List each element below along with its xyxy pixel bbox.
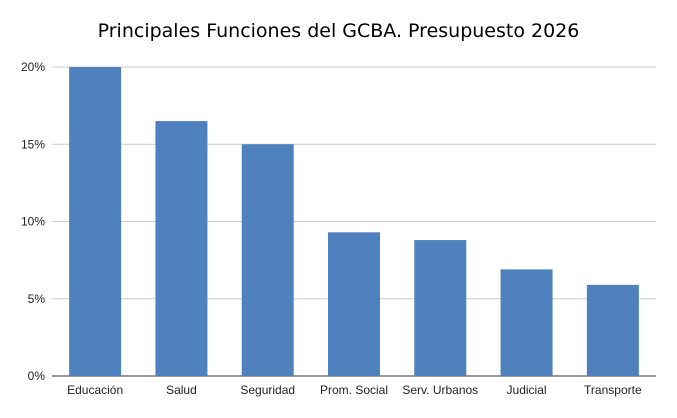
bar — [328, 232, 380, 376]
y-tick-label: 5% — [28, 292, 46, 306]
bar — [414, 240, 467, 376]
x-tick-label: Educación — [67, 383, 123, 397]
bar — [69, 67, 122, 376]
y-tick-label: 10% — [21, 215, 45, 229]
y-tick-label: 0% — [28, 369, 46, 383]
bar — [155, 121, 208, 376]
y-tick-label: 20% — [21, 60, 45, 74]
x-tick-label: Serv. Urbanos — [402, 383, 478, 397]
x-tick-label: Prom. Social — [320, 383, 388, 397]
x-tick-label: Seguridad — [240, 383, 295, 397]
x-tick-label: Judicial — [507, 383, 547, 397]
y-tick-label: 15% — [21, 137, 45, 151]
bar — [586, 284, 639, 376]
x-tick-label: Salud — [166, 383, 197, 397]
x-axis-ticks: Educación Salud Seguridad Prom. Social Serv.… — [67, 383, 642, 397]
x-tick-label: Transporte — [584, 383, 642, 397]
chart-title: Principales Funciones del GCBA. Presupue… — [97, 20, 580, 42]
y-axis-ticks: 0% 5% 10% 15% 20% — [21, 60, 45, 383]
bar — [241, 144, 294, 376]
bars — [69, 67, 639, 376]
bar — [500, 269, 553, 376]
